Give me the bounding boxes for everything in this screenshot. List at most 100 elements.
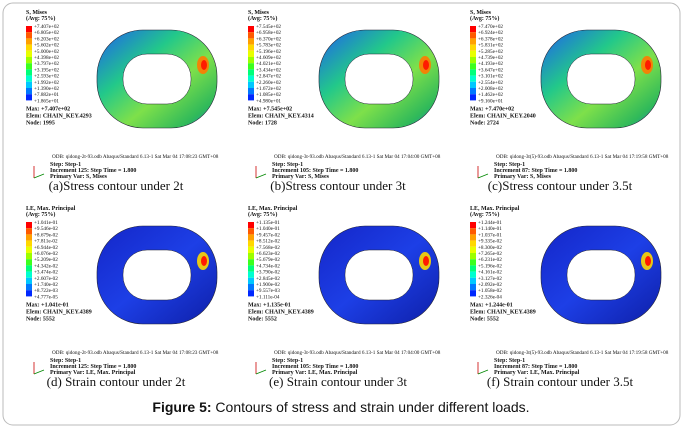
element: Elem: CHAIN_KEY.4389	[248, 309, 314, 315]
odb-info: ODB: qidong-3t(5)-93.odb Abaqus/Standard…	[496, 153, 669, 160]
legend-swatch	[248, 253, 254, 259]
legend-swatch	[470, 45, 476, 51]
panel: S, Mises(Avg: 75%)+7.545e+02+6.958e+02+6…	[248, 10, 441, 193]
model-hole	[567, 250, 635, 300]
panel: S, Mises(Avg: 75%)+7.470e+02+6.924e+02+6…	[470, 10, 669, 193]
legend-swatch	[470, 284, 476, 290]
node: Node: 2724	[470, 120, 499, 126]
legend-value: +7.265e-02	[478, 251, 502, 257]
legend-value: +2.845e-02	[256, 276, 280, 282]
legend-swatch	[470, 51, 476, 57]
legend-swatch	[26, 51, 32, 57]
model-hole	[123, 250, 191, 300]
legend-swatch	[26, 222, 32, 228]
legend-swatch	[26, 247, 32, 253]
legend-swatch	[248, 69, 254, 75]
node: Node: 1728	[248, 120, 277, 126]
legend-value: +7.470e+02	[478, 24, 503, 30]
legend-swatch	[26, 76, 32, 82]
legend-value: +2.008e+02	[478, 86, 503, 92]
legend-value: +6.378e+02	[478, 36, 503, 42]
legend-avg: (Avg: 75%)	[470, 211, 499, 218]
legend-swatch	[470, 82, 476, 88]
panel-caption: (c)Stress contour under 3.5t	[488, 178, 633, 193]
legend-swatch	[26, 82, 32, 88]
legend-value: +2.554e+02	[478, 80, 503, 86]
legend-swatch	[248, 228, 254, 234]
node: Node: 5552	[26, 316, 55, 322]
legend-value: +4.734e-02	[256, 263, 280, 269]
legend-value: +9.335e-02	[478, 239, 502, 245]
legend-swatch	[470, 259, 476, 265]
legend-value: +3.101e+02	[478, 74, 503, 80]
legend-swatch	[26, 69, 32, 75]
odb-info: ODB: qidong-3t-93.odb Abaqus/Standard 6.…	[274, 154, 441, 160]
legend-swatch	[26, 272, 32, 278]
legend-value: +6.924e+02	[478, 30, 503, 36]
element: Elem: CHAIN_KEY.4314	[248, 113, 314, 119]
legend-swatch	[26, 234, 32, 240]
legend-swatch	[470, 290, 476, 296]
max-value: Max: +1.041e-01	[26, 302, 69, 308]
legend-value: +5.196e-02	[478, 263, 502, 269]
legend-swatch	[248, 278, 254, 284]
hot-core	[201, 256, 207, 266]
legend-swatch	[470, 222, 476, 228]
legend-value: +1.740e-02	[34, 282, 58, 288]
legend-value: +7.882e+01	[34, 92, 59, 98]
legend-value: +5.196e+02	[256, 49, 281, 55]
legend-value: +4.980e+01	[256, 98, 281, 104]
legend-value: +3.790e-02	[256, 270, 280, 276]
legend-swatch	[470, 32, 476, 38]
legend-swatch	[26, 228, 32, 234]
hot-core	[645, 256, 651, 266]
legend-swatch	[26, 57, 32, 63]
legend-swatch	[470, 247, 476, 253]
legend-value: +9.457e-02	[256, 232, 280, 238]
legend-value: +1.900e-02	[256, 282, 280, 288]
legend-value: +6.944e-02	[34, 245, 58, 251]
legend-swatch	[470, 38, 476, 44]
odb-info: ODB: qidong-2t-93.odb Abaqus/Standard 6.…	[52, 350, 219, 356]
figure: Figure 5: Contours of stress and strain …	[0, 0, 683, 428]
hot-core	[423, 60, 429, 70]
legend-swatch	[248, 94, 254, 100]
legend-value: +7.811e-02	[34, 239, 58, 245]
legend-swatch	[248, 88, 254, 94]
legend-swatch	[26, 32, 32, 38]
legend-swatch	[248, 51, 254, 57]
legend-value: +8.722e-03	[34, 288, 58, 294]
legend-value: +4.739e+02	[478, 55, 503, 61]
legend-swatch	[470, 88, 476, 94]
hot-core	[645, 60, 651, 70]
legend-value: +5.285e+02	[478, 49, 503, 55]
legend-swatch	[470, 253, 476, 259]
legend-value: +1.865e+01	[34, 98, 59, 104]
legend-value: +5.000e+02	[34, 49, 59, 55]
legend-swatch	[26, 241, 32, 247]
legend-swatch	[26, 259, 32, 265]
legend-value: +1.390e+02	[34, 86, 59, 92]
legend-value: +1.135e-01	[256, 220, 280, 226]
figure-label: Figure 5:	[152, 399, 211, 415]
legend-swatch	[248, 45, 254, 51]
legend-swatch	[248, 222, 254, 228]
triad-x	[256, 370, 266, 374]
legend-value: +8.512e-02	[256, 239, 280, 245]
legend-value: +4.161e-02	[478, 270, 502, 276]
panel-caption: (d) Strain contour under 2t	[47, 374, 186, 389]
legend-value: +4.609e+02	[256, 55, 281, 61]
legend-swatch	[248, 247, 254, 253]
odb-info: ODB: qidong-3t-93.odb Abaqus/Standard 6.…	[274, 350, 441, 356]
legend-swatch	[470, 228, 476, 234]
legend-value: +7.545e+02	[256, 24, 281, 30]
legend-value: +4.021e+02	[256, 61, 281, 67]
legend-swatch	[470, 26, 476, 32]
legend-value: +3.797e+02	[34, 61, 59, 67]
legend-value: +3.434e+02	[256, 67, 281, 73]
triad-x	[256, 174, 266, 178]
legend-value: +6.076e-02	[34, 251, 58, 257]
legend-swatch	[248, 57, 254, 63]
element: Elem: CHAIN_KEY.2040	[470, 113, 536, 119]
legend-value: +4.777e-05	[34, 294, 58, 300]
